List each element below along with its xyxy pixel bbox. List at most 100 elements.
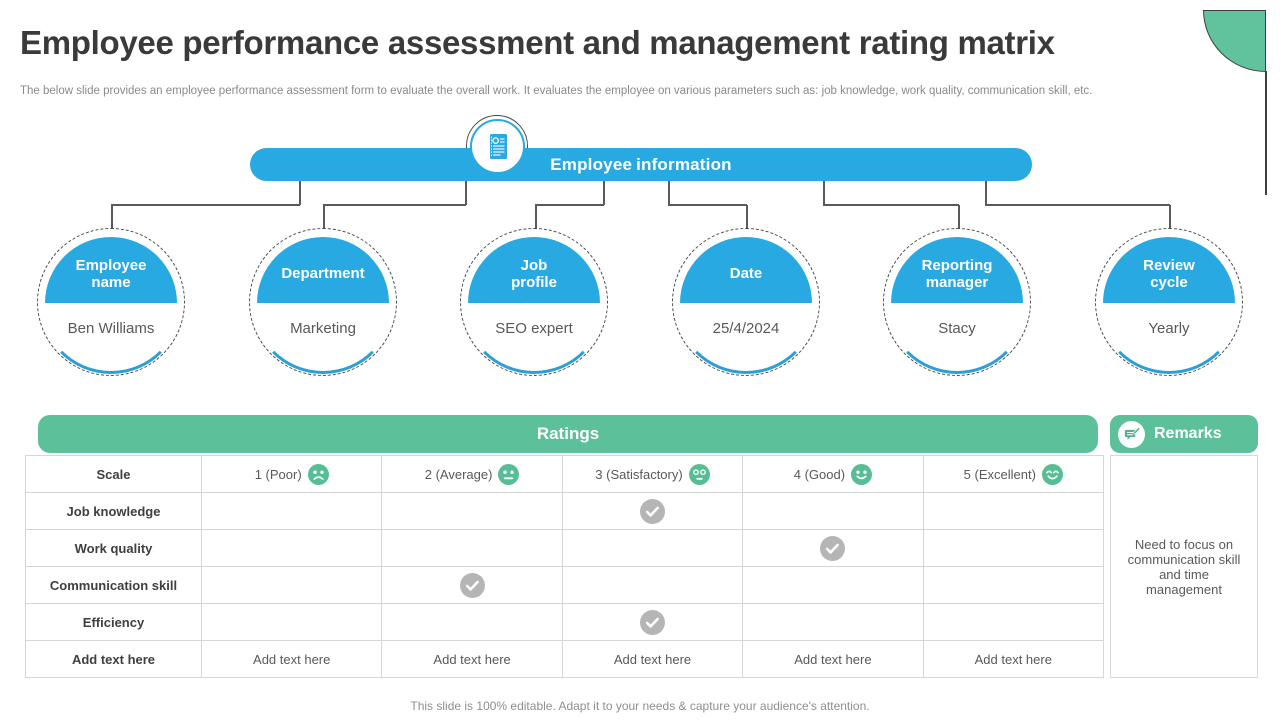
scale-cell-5-excellent-[interactable]: 5 (Excellent) [923,456,1104,493]
info-circle-value: Yearly [1148,320,1190,337]
info-circle-job-profile[interactable]: Job profile SEO expert [460,228,608,376]
rating-cell[interactable] [923,567,1104,604]
scale-cell-label: 3 (Satisfactory) [595,466,683,482]
scale-cell-label: 1 (Poor) [254,466,302,482]
employee-information-header[interactable]: Employee information [250,148,1032,181]
rating-cell[interactable] [743,493,924,530]
add-text-cell[interactable]: Add text here [743,641,924,678]
surprised-face-icon [688,463,710,485]
add-text-row-label[interactable]: Add text here [26,641,202,678]
info-circle-label: Review cycle [1143,256,1195,291]
rating-cell[interactable] [202,493,383,530]
rating-cell[interactable] [382,604,563,641]
connector-line [823,204,959,206]
criteria-label-work-quality[interactable]: Work quality [26,530,202,567]
rating-cell[interactable] [382,493,563,530]
info-circle-value: SEO expert [495,320,573,337]
rating-cell[interactable] [202,530,383,567]
chat-edit-icon [1118,420,1145,448]
scale-cell-1-poor-[interactable]: 1 (Poor) [202,456,383,493]
scale-cell-3-satisfactory-[interactable]: 3 (Satisfactory) [562,456,744,493]
page-subtitle: The below slide provides an employee per… [20,85,1093,97]
info-circle-review-cycle[interactable]: Review cycle Yearly [1095,228,1243,376]
scale-cell-4-good-[interactable]: 4 (Good) [743,456,924,493]
rating-cell[interactable] [923,604,1104,641]
connector-line [323,204,466,206]
document-icon [470,119,525,174]
dashed-circle-border [460,228,608,376]
neutral-face-icon [498,463,520,485]
connector-line [985,204,1170,206]
scale-cell-label: 2 (Average) [424,466,493,482]
check-icon[interactable] [639,609,665,635]
smile-face-icon [851,463,873,485]
rating-cell[interactable] [743,530,924,567]
connector-line [323,205,325,229]
add-text-cell[interactable]: Add text here [562,641,744,678]
dashed-circle-border [1095,228,1243,376]
criteria-label-communication-skill[interactable]: Communication skill [26,567,202,604]
connector-line [299,181,301,205]
rating-cell[interactable] [562,604,744,641]
info-circle-value: Marketing [290,320,356,337]
scale-cell-label: 4 (Good) [793,466,846,482]
info-circle-reporting-manager[interactable]: Reporting manager Stacy [883,228,1031,376]
info-circle-label: Department [281,265,365,283]
check-icon[interactable] [820,535,846,561]
remarks-text: Need to focus on communication skill and… [1127,536,1241,597]
info-circle-label: Reporting manager [921,256,993,291]
page-title: Employee performance assessment and mana… [20,24,1055,61]
rating-cell[interactable] [202,567,383,604]
connector-line [535,204,604,206]
rating-cell[interactable] [923,493,1104,530]
ratings-header[interactable]: Ratings [38,415,1098,453]
bottom-arc [462,230,606,374]
add-text-cell[interactable]: Add text here [923,641,1104,678]
rating-cell[interactable] [743,604,924,641]
info-circle-label: Job profile [511,256,557,291]
check-icon[interactable] [639,498,665,524]
connector-line [535,205,537,229]
remarks-header-label: Remarks [1154,425,1222,442]
info-circle-date[interactable]: Date 25/4/2024 [672,228,820,376]
rating-cell[interactable] [562,530,744,567]
info-circle-department[interactable]: Department Marketing [249,228,397,376]
criteria-label-efficiency[interactable]: Efficiency [26,604,202,641]
add-text-cell[interactable]: Add text here [202,641,383,678]
connector-line [958,205,960,229]
info-circle-value: 25/4/2024 [712,320,780,337]
rating-cell[interactable] [562,567,744,604]
rating-cell[interactable] [382,530,563,567]
rating-cell[interactable] [202,604,383,641]
check-icon[interactable] [459,572,485,598]
bottom-arc [1097,230,1241,374]
scale-row-label[interactable]: Scale [26,456,202,493]
remarks-cell[interactable]: Need to focus on communication skill and… [1110,455,1258,678]
remarks-header[interactable]: Remarks [1110,415,1258,453]
rating-cell[interactable] [562,493,744,530]
bottom-arc [251,230,395,374]
dashed-circle-border [37,228,185,376]
rating-cell[interactable] [743,567,924,604]
rating-cell[interactable] [923,530,1104,567]
info-circle-employee-name[interactable]: Employee name Ben Williams [37,228,185,376]
rating-cell[interactable] [382,567,563,604]
connector-line [465,181,467,205]
corner-quarter-circle-decoration [1203,10,1266,72]
add-text-cell[interactable]: Add text here [382,641,563,678]
dashed-circle-border [249,228,397,376]
criteria-label-job-knowledge[interactable]: Job knowledge [26,493,202,530]
dashed-circle-border [883,228,1031,376]
connector-line [668,204,747,206]
bottom-arc [39,230,183,374]
connector-line [1169,205,1171,229]
ratings-header-label: Ratings [536,424,600,443]
connector-line [668,181,670,205]
info-circle-value: Stacy [938,320,976,337]
connector-line [746,205,748,229]
scale-cell-label: 5 (Excellent) [963,466,1036,482]
scale-cell-2-average-[interactable]: 2 (Average) [382,456,563,493]
info-circle-value: Ben Williams [67,320,155,337]
sad-face-icon [307,463,329,485]
